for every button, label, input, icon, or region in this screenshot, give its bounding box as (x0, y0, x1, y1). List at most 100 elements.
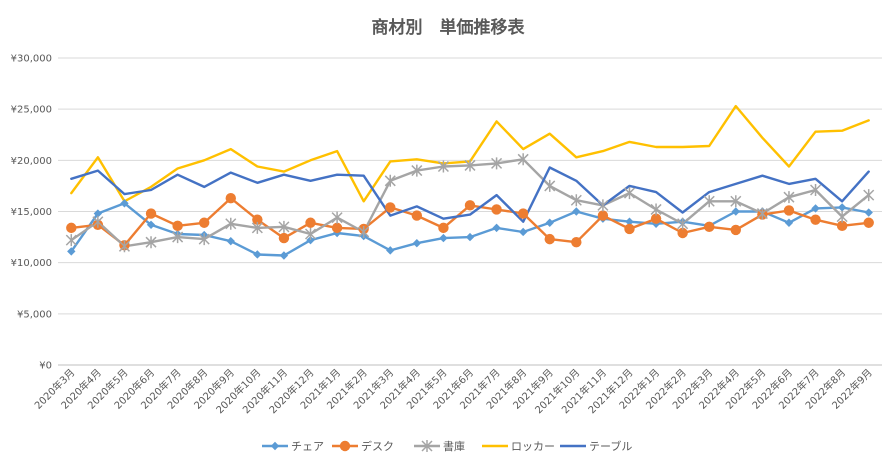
data-point (572, 207, 581, 216)
data-point (358, 225, 370, 238)
data-point (226, 236, 235, 246)
data-point (385, 202, 396, 213)
data-point (93, 209, 103, 218)
data-point (118, 240, 130, 253)
data-point (225, 192, 236, 204)
data-point (810, 214, 821, 225)
series-line-4 (70, 104, 870, 203)
legend-label: 書庫 (443, 439, 465, 453)
data-point (704, 221, 715, 233)
y-tick-label: ¥10,000 (11, 258, 52, 269)
legend-item: チェア (262, 440, 324, 453)
y-tick-label: ¥30,000 (11, 54, 52, 65)
data-point (836, 210, 848, 223)
data-point (411, 164, 423, 177)
data-point (517, 208, 529, 219)
data-point (145, 236, 157, 249)
data-point (783, 205, 795, 216)
data-point (730, 195, 742, 208)
data-point (650, 203, 662, 216)
data-point (252, 214, 263, 225)
data-point (67, 247, 76, 256)
data-point (331, 211, 343, 224)
data-point (251, 221, 263, 234)
data-point (783, 191, 795, 204)
data-point (597, 210, 609, 221)
legend-label: デスク (361, 439, 394, 453)
data-point (518, 227, 528, 237)
data-point (544, 179, 556, 192)
data-point (172, 231, 184, 244)
legend-marker (421, 440, 433, 452)
data-point (225, 217, 237, 230)
data-point (863, 189, 875, 202)
data-point (304, 228, 317, 241)
data-point (278, 220, 290, 233)
data-point (570, 194, 582, 207)
data-point (92, 215, 104, 228)
data-point (730, 224, 742, 236)
data-point (198, 233, 210, 246)
data-point (412, 239, 422, 248)
series-line-5 (70, 166, 870, 223)
data-point (384, 174, 396, 187)
data-point (279, 251, 289, 260)
data-point (306, 235, 315, 245)
data-point (65, 234, 77, 247)
chart-title: 商材別 単価推移表 (372, 17, 526, 38)
data-point (464, 159, 476, 172)
data-point (623, 187, 636, 200)
data-point (784, 218, 794, 227)
legend-label: テーブル (589, 439, 632, 453)
data-point (172, 220, 183, 232)
data-point (278, 232, 290, 244)
x-axis: 2020年3月2020年4月2020年5月2020年6月2020年7月2020年… (32, 366, 875, 416)
data-point (544, 233, 555, 245)
y-tick-label: ¥25,000 (11, 105, 52, 116)
data-point (677, 217, 689, 230)
data-point (625, 217, 634, 226)
legend-item: テーブル (560, 439, 632, 453)
y-tick-label: ¥20,000 (11, 156, 52, 167)
data-point (597, 199, 609, 212)
data-point (571, 237, 582, 248)
data-point (864, 208, 873, 217)
legend-item: デスク (332, 439, 394, 453)
data-point (492, 223, 501, 233)
data-point (731, 207, 741, 216)
legend-marker (339, 440, 351, 452)
series-markers (65, 153, 875, 260)
data-point (650, 213, 662, 224)
data-point (145, 208, 157, 219)
legend-label: ロッカー (511, 440, 555, 453)
data-point (491, 204, 502, 215)
data-point (253, 250, 262, 259)
data-point (836, 220, 848, 232)
legend-item: 書庫 (414, 439, 465, 453)
series-markers-2 (66, 192, 874, 251)
data-point (438, 222, 449, 234)
data-point (517, 153, 529, 166)
data-point (198, 217, 210, 228)
data-point (837, 203, 847, 212)
data-point (464, 200, 476, 211)
data-point (545, 218, 554, 227)
y-axis: ¥0 ¥5,000 ¥10,000 ¥15,000 ¥20,000 ¥25,000 ¥30,… (11, 54, 52, 372)
legend-label: チェア (291, 440, 324, 453)
data-point (811, 204, 820, 213)
data-point (863, 217, 874, 228)
data-point (465, 232, 475, 242)
data-point (120, 199, 129, 208)
series-markers-3 (65, 153, 875, 253)
data-point (810, 184, 822, 197)
data-point (703, 195, 715, 208)
data-point (677, 227, 688, 239)
data-point (624, 223, 635, 235)
legend-item: ロッカー (482, 440, 555, 453)
data-point (305, 217, 316, 228)
data-point (411, 210, 423, 221)
data-point (756, 207, 768, 220)
data-point (66, 222, 77, 234)
y-tick-label: ¥0 (39, 361, 52, 372)
